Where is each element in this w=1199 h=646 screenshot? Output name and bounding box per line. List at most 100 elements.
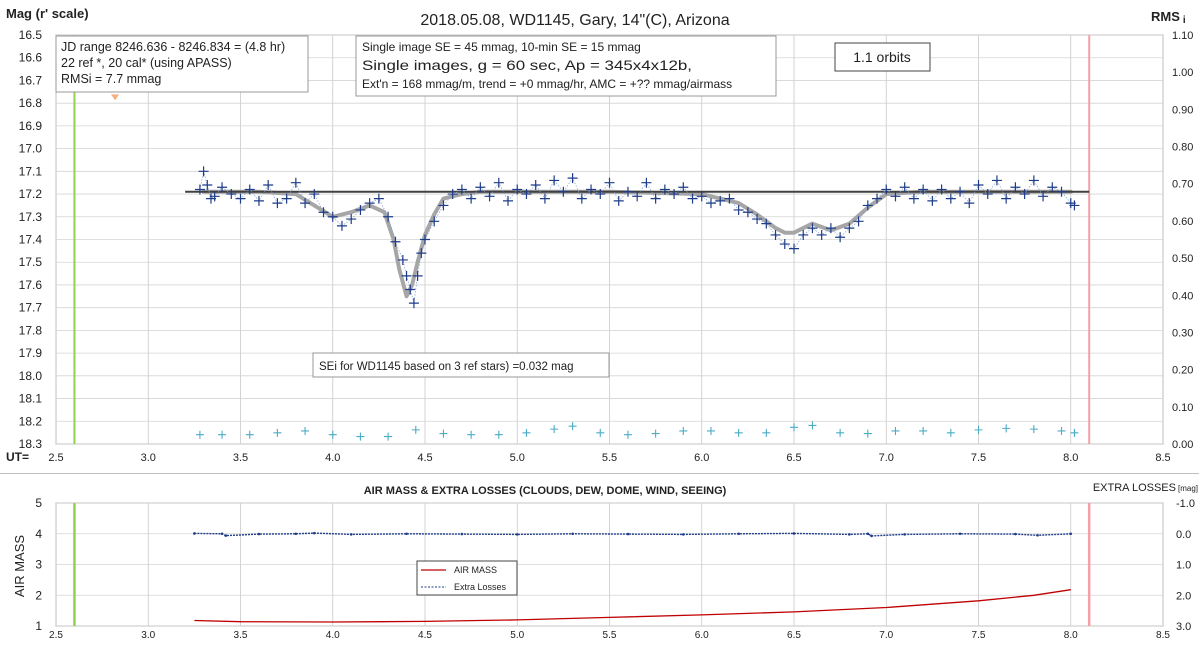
magnitude-point [576,193,587,204]
bottom-y2-tick-label: 1.0 [1176,560,1191,572]
top-chart-y2label-sub: i [1183,15,1186,26]
magnitude-point [493,177,504,188]
annotation-jd-range: JD range 8246.636 - 8246.834 = (4.8 hr) … [55,35,309,93]
magnitude-point [272,198,283,209]
magnitude-point [1047,182,1058,193]
top-chart-axes: 2.5 3.0 3.5 4.0 4.5 5.0 5.5 6.0 6.5 7.0 7.5 8.0 8.5 1… [19,28,1194,464]
annotation-se-line-1: Single image SE = 45 mmag, 10-min SE = 1… [362,40,641,54]
magnitude-point [512,184,523,195]
magnitude-point [194,184,205,195]
extra-losses-point [737,532,740,536]
rms-point [301,426,310,435]
rms-point [836,428,845,437]
magnitude-point [290,177,301,188]
top-y-tick-label: 16.9 [19,119,43,133]
rms-point [790,423,798,432]
top-x-tick-label: 5.5 [602,452,617,464]
magnitude-point [798,229,809,240]
rms-point [550,425,559,434]
magnitude-point [853,216,864,227]
orange-marker [111,94,120,101]
bottom-chart-y2label-sub: [mag] [1178,484,1198,493]
bottom-chart-legend: AIR MASS Extra Losses [416,560,518,596]
bottom-y2-tick-label: 0.0 [1176,529,1191,541]
extra-losses-point [571,532,574,536]
top-y-tick-label: 18.2 [19,414,43,428]
top-chart-y2label-main: RMS [1151,9,1180,24]
rms-point [1029,425,1038,434]
rms-point [1070,428,1079,437]
rms-point [891,426,900,435]
extra-losses-point [1069,532,1073,536]
top-x-tick-label: 4.5 [417,452,432,464]
top-y2-tick-label: 1.00 [1172,67,1193,79]
extra-losses-point [848,533,851,536]
magnitude-point [405,284,416,295]
top-y-tick-label: 18.0 [19,369,43,383]
magnitude-point [659,184,670,195]
top-x-tick-label: 8.0 [1063,452,1078,464]
bottom-x-tick-label: 2.5 [49,630,63,641]
magnitude-point [825,223,836,234]
magnitude-point [964,198,975,209]
top-y-tick-label: 18.1 [19,392,43,406]
bottom-x-tick-label: 6.0 [695,630,709,641]
rms-point [328,430,337,439]
rms-point [522,428,531,437]
magnitude-point [595,189,606,200]
magnitude-point [770,229,781,240]
magnitude-point [281,193,292,204]
bottom-x-tick-label: 3.5 [234,630,248,641]
top-y-tick-label: 16.5 [19,28,43,42]
magnitude-point [641,177,652,188]
extra-losses-point [1036,533,1039,537]
extra-losses-point [682,533,685,536]
magnitude-point [650,193,661,204]
rms-point [679,426,688,435]
rms-point [356,432,365,441]
top-chart-series [185,166,1090,441]
rms-point [706,426,715,435]
magnitude-point [1010,182,1021,193]
annotation-orbits-text: 1.1 orbits [853,49,911,65]
top-y-tick-label: 17.6 [19,278,43,292]
magnitude-point [687,193,698,204]
magnitude-point [908,193,919,204]
bottom-chart-y2label: EXTRA LOSSES [mag] [1093,482,1198,494]
annotation-se-line-3: Ext'n = 168 mmag/m, trend = +0 mmag/hr, … [362,77,732,91]
top-x-tick-label: 4.0 [325,452,340,464]
magnitude-point [816,229,827,240]
rms-point [195,430,204,439]
magnitude-point [408,298,419,309]
bottom-y-tick-label: 2 [35,588,42,602]
extra-losses-point [313,531,316,535]
magnitude-point [752,214,763,225]
rms-point [596,428,605,437]
rms-point [467,430,476,439]
rms-point [245,430,254,439]
bottom-y-tick-label: 3 [35,558,42,572]
extra-losses-point [870,534,873,538]
top-y-tick-label: 17.3 [19,210,43,224]
magnitude-point [742,207,753,218]
top-y-tick-label: 17.2 [19,187,43,201]
bottom-x-tick-label: 6.5 [787,630,801,641]
extra-losses-point [193,532,196,535]
magnitude-point [761,218,772,229]
top-y-tick-label: 16.8 [19,96,43,110]
magnitude-point [881,184,892,195]
bottom-x-tick-label: 8.0 [1064,630,1078,641]
magnitude-point [604,177,615,188]
magnitude-point [1028,175,1039,186]
magnitude-point [1038,191,1049,202]
top-y2-tick-label: 0.40 [1172,290,1193,302]
bottom-y2-tick-label: 3.0 [1176,621,1191,633]
extra-losses-point [866,532,870,536]
extra-losses-point [626,532,630,536]
magnitude-point [244,184,255,195]
magnitude-point [300,198,311,209]
magnitude-point [724,193,735,204]
magnitude-point [318,207,329,218]
